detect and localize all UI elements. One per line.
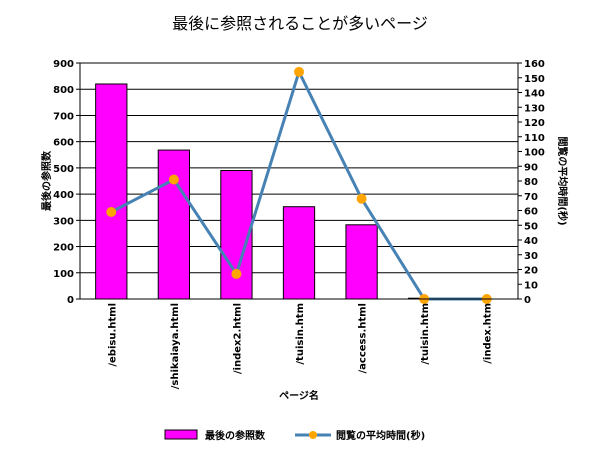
bar: [157, 149, 190, 300]
y-tick-left: 400: [53, 190, 74, 201]
line-point: [294, 66, 304, 77]
y-tick-right: 60: [524, 207, 538, 218]
y-tick-right: 20: [524, 266, 538, 277]
y-tick-right: 160: [524, 59, 545, 70]
bar: [95, 83, 128, 300]
bar-series: [95, 83, 441, 300]
chart-title: 最後に参照されることが多いページ: [172, 14, 428, 33]
y-tick-left: 300: [53, 216, 74, 227]
tick-labels: 0 100 200 300 400 500 600 700 800 900 0 10 20 30 40 50 6…: [53, 59, 545, 389]
y-tick-right: 150: [524, 74, 545, 85]
line-point: [168, 174, 179, 185]
y-tick-left: 0: [67, 295, 74, 306]
y-tick-right: 110: [524, 133, 545, 144]
x-tick-label: /tuisin.htm: [420, 303, 431, 365]
axes: [76, 62, 522, 300]
y-tick-left: 100: [53, 269, 74, 280]
gridlines: [80, 62, 518, 274]
legend-swatch-marker: [309, 431, 317, 439]
line-point: [106, 206, 117, 217]
x-tick-label: /index2.html: [232, 303, 243, 374]
bar: [345, 224, 378, 300]
line-point: [356, 193, 367, 204]
y-tick-right: 10: [524, 280, 538, 291]
y-tick-left: 700: [53, 111, 74, 122]
x-axis-label: ページ名: [279, 389, 319, 402]
x-tick-label: /access.html: [358, 303, 369, 374]
y-tick-left: 500: [53, 164, 74, 175]
y-tick-right: 40: [524, 236, 538, 247]
y-tick-right: 50: [524, 221, 538, 232]
legend-label-bar: 最後の参照数: [205, 429, 266, 442]
y-tick-right: 120: [524, 118, 545, 129]
y-tick-left: 200: [53, 243, 74, 254]
y-tick-left: 800: [53, 85, 74, 96]
y-axis-left-label: 最後の参照数: [40, 150, 53, 211]
y-tick-right: 130: [524, 103, 545, 114]
x-tick-label: /index.htm: [483, 303, 494, 364]
y-tick-right: 100: [524, 148, 545, 159]
y-tick-right: 80: [524, 177, 538, 188]
y-tick-right: 0: [524, 295, 531, 306]
line-point: [231, 268, 242, 279]
x-tick-label: /shikaiaya.html: [170, 303, 181, 389]
y-tick-right: 30: [524, 251, 538, 262]
y-tick-right: 70: [524, 192, 538, 203]
legend: 最後の参照数 閲覧の平均時間(秒): [164, 429, 425, 442]
y-tick-right: 90: [524, 162, 538, 173]
bar: [282, 206, 316, 300]
y-tick-right: 140: [524, 89, 545, 100]
x-tick-label: /tuisin.htm: [295, 303, 306, 365]
y-axis-right-label: 閲覧の平均時間(秒): [556, 136, 569, 225]
x-tick-label: /ebisu.html: [107, 303, 118, 367]
legend-swatch-bar: [164, 429, 198, 440]
y-tick-left: 600: [53, 138, 74, 149]
legend-label-line: 閲覧の平均時間(秒): [336, 429, 425, 442]
y-tick-left: 900: [53, 59, 74, 70]
